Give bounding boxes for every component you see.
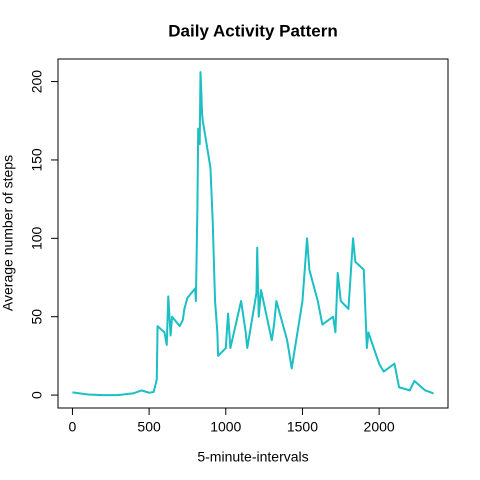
x-tick-label: 500 xyxy=(137,419,161,435)
y-axis-label: Average number of steps xyxy=(0,155,16,311)
y-tick-label: 50 xyxy=(29,309,45,325)
data-line xyxy=(72,71,434,397)
x-tick-label: 1000 xyxy=(210,419,241,435)
x-tick-label: 1500 xyxy=(287,419,318,435)
y-tick-label: 100 xyxy=(29,226,45,250)
plot-frame xyxy=(57,58,449,409)
y-tick-label: 0 xyxy=(29,391,45,399)
y-tick-label: 200 xyxy=(29,70,45,94)
x-axis-label: 5-minute-intervals xyxy=(197,449,308,465)
chart-title: Daily Activity Pattern xyxy=(168,21,337,40)
x-tick-label: 0 xyxy=(69,419,77,435)
y-tick-label: 150 xyxy=(29,148,45,172)
x-tick-label: 2000 xyxy=(364,419,395,435)
